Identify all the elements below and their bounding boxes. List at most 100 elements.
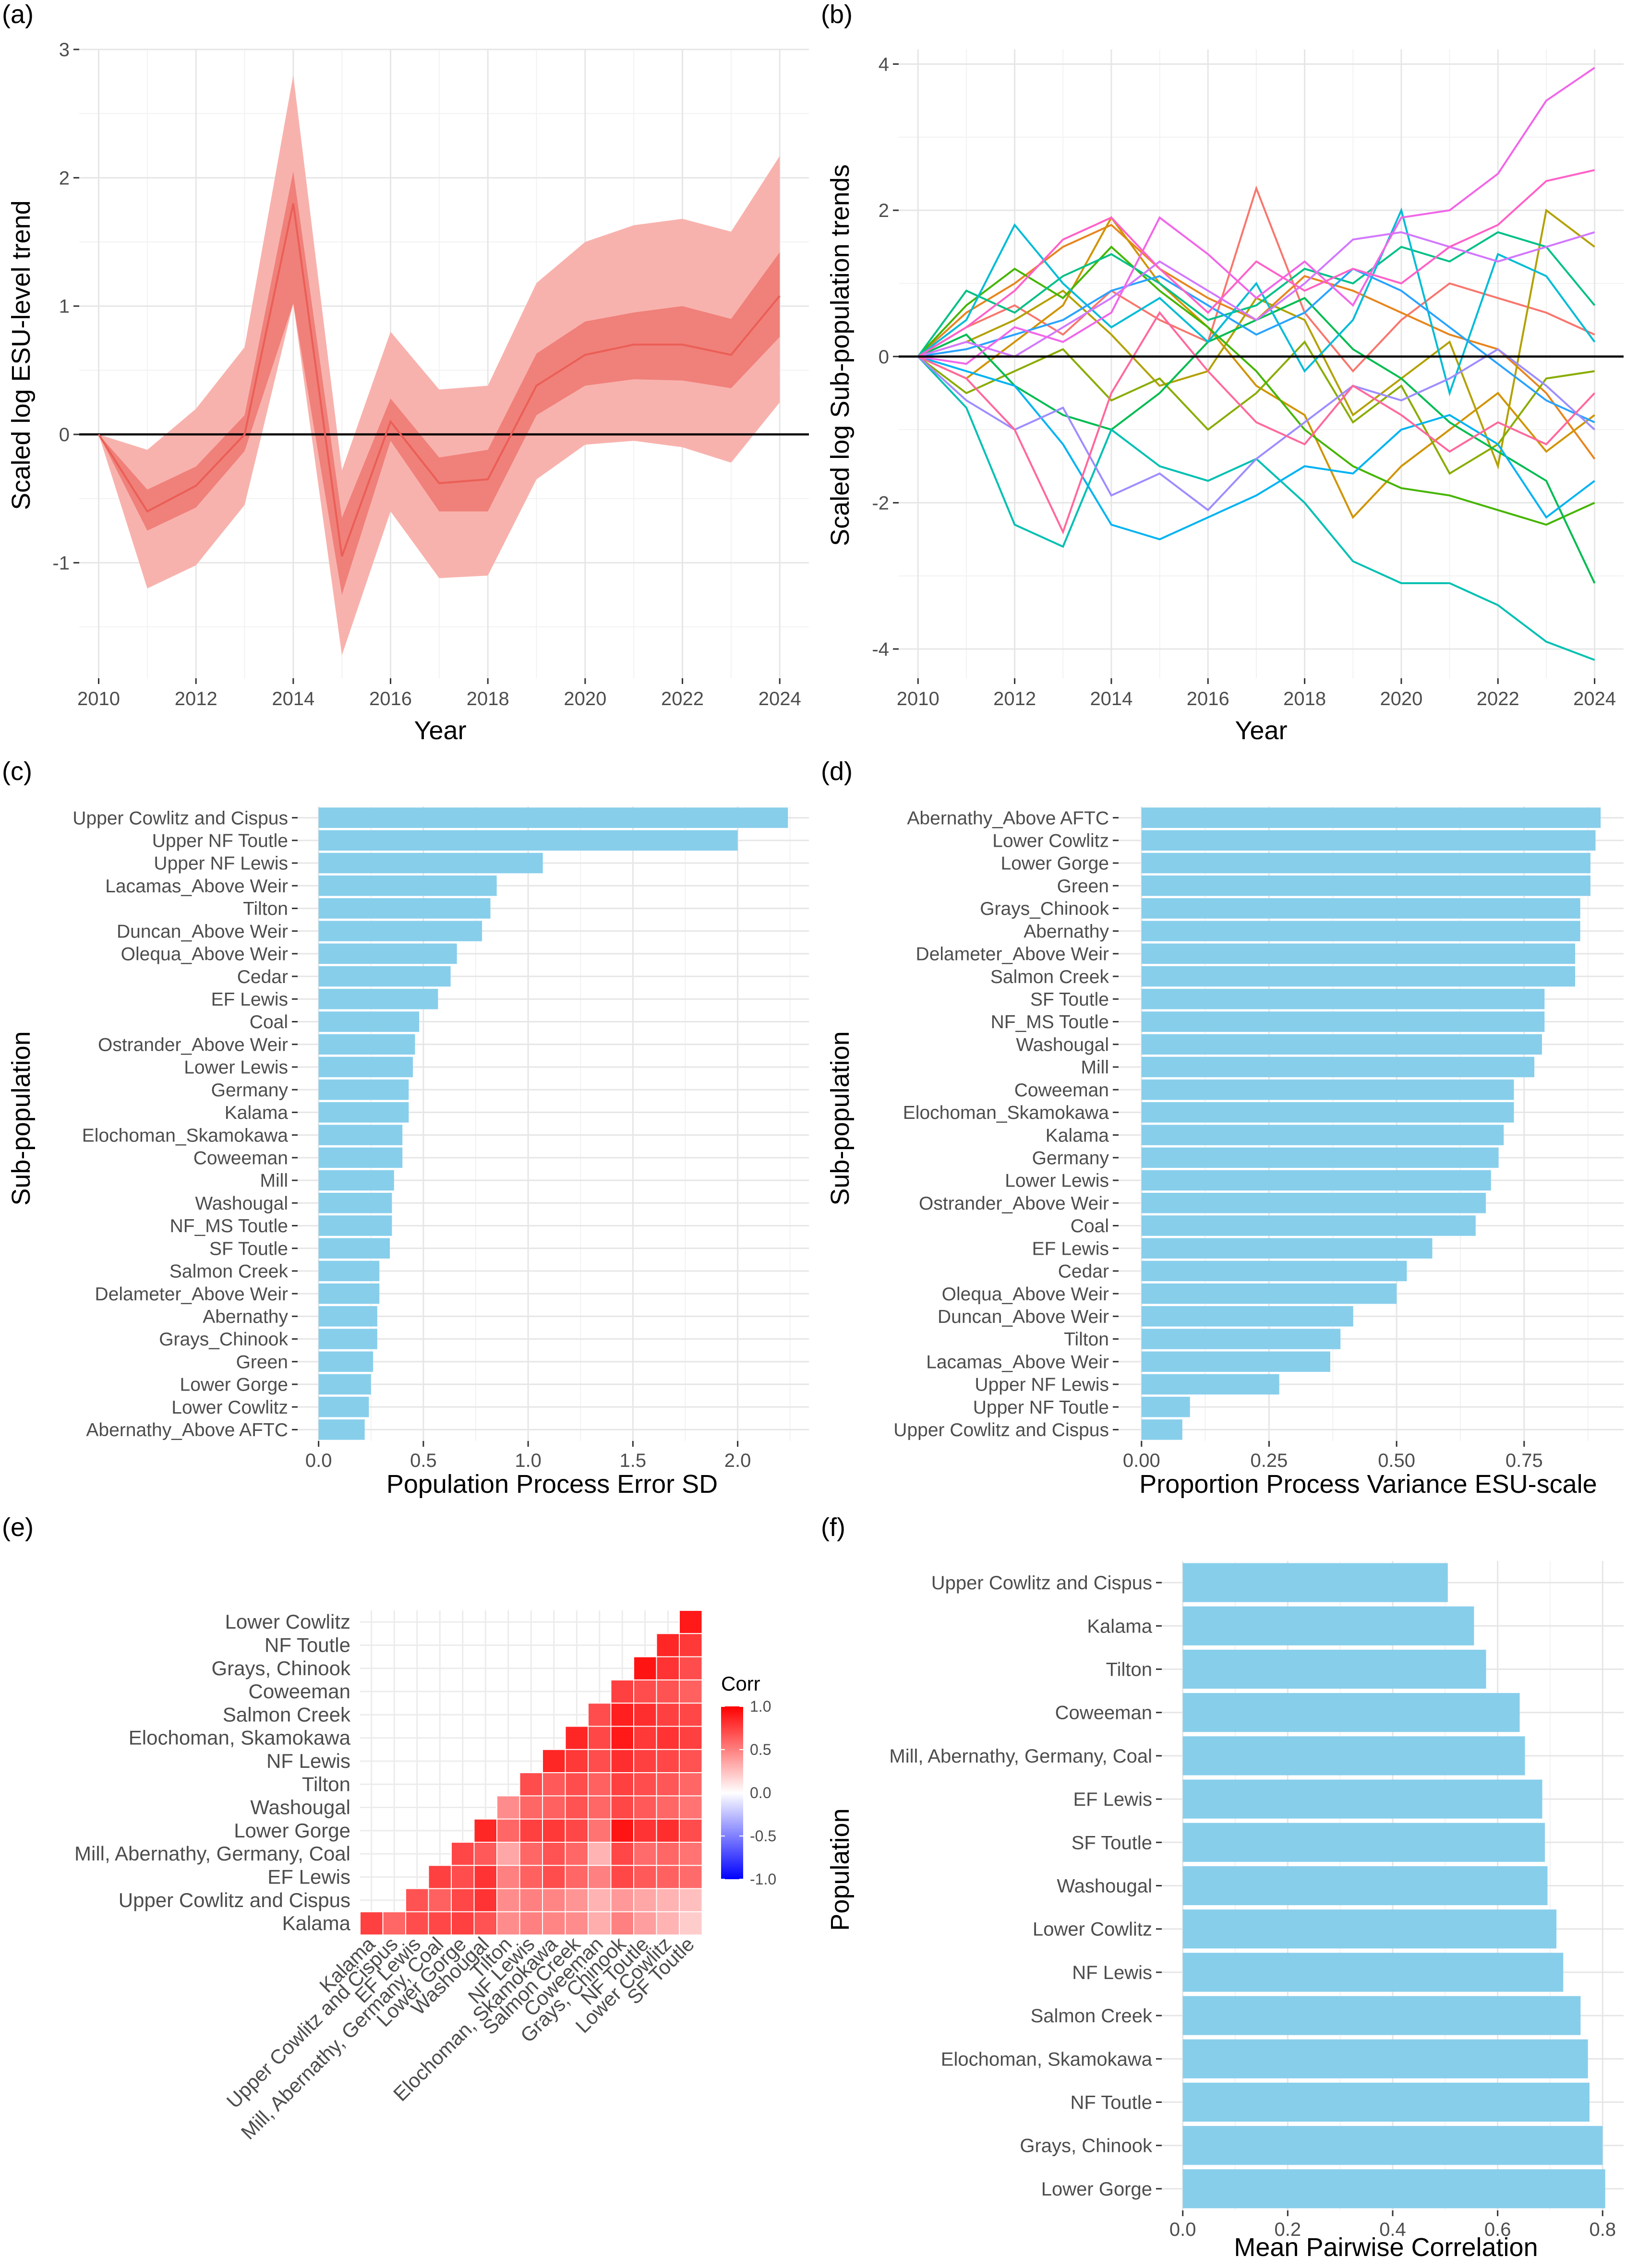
heatmap-cell xyxy=(542,1818,566,1843)
y-tick-label: 1 xyxy=(59,296,70,317)
panel-b-xlabel: Year xyxy=(1235,716,1287,745)
bar-grays-chinook xyxy=(1141,898,1580,919)
category-label: Abernathy xyxy=(1024,921,1109,942)
heatmap-cell xyxy=(382,1911,406,1936)
x-tick-label: 2018 xyxy=(1283,688,1326,709)
category-label: Ostrander_Above Weir xyxy=(919,1193,1109,1214)
heatmap-cell xyxy=(633,1726,657,1750)
bar-abernathy xyxy=(318,1306,377,1327)
bar-salmon-creek xyxy=(318,1260,380,1282)
panel-d-xlabel: Proportion Process Variance ESU-scale xyxy=(1139,1470,1597,1499)
category-label: EF Lewis xyxy=(211,989,288,1010)
category-label: Elochoman, Skamokawa xyxy=(941,2049,1153,2070)
heatmap-cell xyxy=(633,1888,657,1912)
heatmap-row-label: Lower Gorge xyxy=(234,1819,350,1842)
category-label: Olequa_Above Weir xyxy=(121,944,288,965)
subpopulation-trend-line xyxy=(917,267,1595,423)
category-label: Salmon Creek xyxy=(990,967,1109,987)
heatmap-cell xyxy=(451,1865,475,1889)
panel-f-ylabel: Population xyxy=(826,1808,855,1931)
x-tick-label: 2010 xyxy=(77,688,120,709)
heatmap-cell xyxy=(656,1656,680,1680)
heatmap-cell xyxy=(679,1795,703,1820)
bar-upper-cowlitz-and-cispus xyxy=(318,807,788,828)
bar-lower-lewis xyxy=(1141,1170,1491,1191)
subpopulation-trend-line xyxy=(917,311,1596,535)
heatmap-cell xyxy=(565,1888,589,1912)
bar-washougal xyxy=(1182,1866,1548,1906)
subpopulation-trend-line xyxy=(917,231,1596,357)
heatmap-cell xyxy=(633,1795,657,1820)
bar-grays-chinook xyxy=(1182,2126,1603,2165)
category-label: SF Toutle xyxy=(1030,989,1109,1010)
y-tick-label: 2 xyxy=(59,168,70,189)
heatmap-cell xyxy=(565,1749,589,1774)
heatmap-cell xyxy=(656,1679,680,1704)
category-label: Lower Lewis xyxy=(184,1057,288,1078)
category-label: Tilton xyxy=(243,899,288,919)
category-label: Germany xyxy=(1032,1148,1109,1168)
x-tick-label: 2.0 xyxy=(724,1450,751,1471)
heatmap-cell xyxy=(473,1865,497,1889)
bar-coal xyxy=(1141,1215,1476,1236)
panel-label-b: (b) xyxy=(821,0,853,29)
bar-upper-nf-toutle xyxy=(1141,1396,1190,1417)
bar-abernathy xyxy=(1141,921,1580,941)
y-tick-label: 0 xyxy=(59,424,70,445)
category-label: Washougal xyxy=(195,1193,288,1214)
category-label: Elochoman_Skamokawa xyxy=(82,1125,289,1146)
heatmap-cell xyxy=(405,1888,429,1912)
heatmap-cell xyxy=(428,1911,452,1936)
category-label: Tilton xyxy=(1064,1329,1109,1350)
heatmap-row-label: Lower Cowlitz xyxy=(225,1610,350,1633)
category-label: Green xyxy=(1057,876,1109,897)
heatmap-cell xyxy=(679,1911,703,1936)
heatmap-cell xyxy=(610,1888,634,1912)
panel-d-ylabel: Sub-population xyxy=(826,1031,855,1205)
bar-elochoman-skamokawa xyxy=(1182,2039,1588,2078)
colorbar-tick-label: -0.5 xyxy=(750,1827,776,1845)
heatmap-cell xyxy=(519,1888,543,1912)
bar-duncan-above-weir xyxy=(318,921,482,941)
category-label: NF_MS Toutle xyxy=(170,1216,288,1236)
heatmap-cell xyxy=(588,1795,612,1820)
heatmap-cell xyxy=(519,1865,543,1889)
category-label: Cedar xyxy=(237,967,288,987)
bar-salmon-creek xyxy=(1182,1996,1581,2035)
bar-ef-lewis xyxy=(1141,1238,1433,1259)
heatmap-cell xyxy=(542,1795,566,1820)
x-tick-label: 0.5 xyxy=(410,1450,437,1471)
panel-a-esu-trend: Year Scaled log ESU-level trend 2010 2012… xyxy=(7,39,809,745)
heatmap-cell xyxy=(496,1818,520,1843)
heatmap-cell xyxy=(542,1888,566,1912)
heatmap-cell xyxy=(610,1842,634,1866)
category-label: NF Lewis xyxy=(1072,1962,1152,1983)
heatmap-cell xyxy=(565,1772,589,1797)
bar-mill-abernathy-germany-coal xyxy=(1182,1736,1525,1776)
colorbar-tick-label: -1.0 xyxy=(750,1871,776,1888)
subpopulation-trend-line xyxy=(917,340,1595,475)
y-tick-label: 0 xyxy=(879,347,889,368)
bar-upper-nf-lewis xyxy=(318,852,543,874)
heatmap-cell xyxy=(633,1703,657,1727)
bar-germany xyxy=(318,1079,409,1100)
category-label: Kalama xyxy=(225,1103,289,1123)
category-label: Kalama xyxy=(1087,1616,1152,1637)
panel-f-xlabel: Mean Pairwise Correlation xyxy=(1234,2233,1538,2262)
bar-kalama xyxy=(1141,1125,1504,1145)
category-label: Elochoman_Skamokawa xyxy=(903,1103,1109,1123)
category-label: Abernathy_Above AFTC xyxy=(907,808,1109,828)
bar-lower-gorge xyxy=(1141,852,1590,874)
heatmap-cell xyxy=(405,1911,429,1936)
x-tick-label: 0.8 xyxy=(1589,2219,1616,2240)
credible-band-inner xyxy=(98,171,780,595)
category-label: Mill xyxy=(1081,1057,1109,1078)
heatmap-cell xyxy=(610,1749,634,1774)
subpopulation-trend-line xyxy=(917,245,1595,526)
bar-olequa-above-weir xyxy=(1141,1283,1397,1304)
colorbar-tick-label: 1.0 xyxy=(750,1698,771,1715)
bar-mill xyxy=(1141,1056,1535,1078)
category-label: Lacamas_Above Weir xyxy=(926,1352,1109,1372)
